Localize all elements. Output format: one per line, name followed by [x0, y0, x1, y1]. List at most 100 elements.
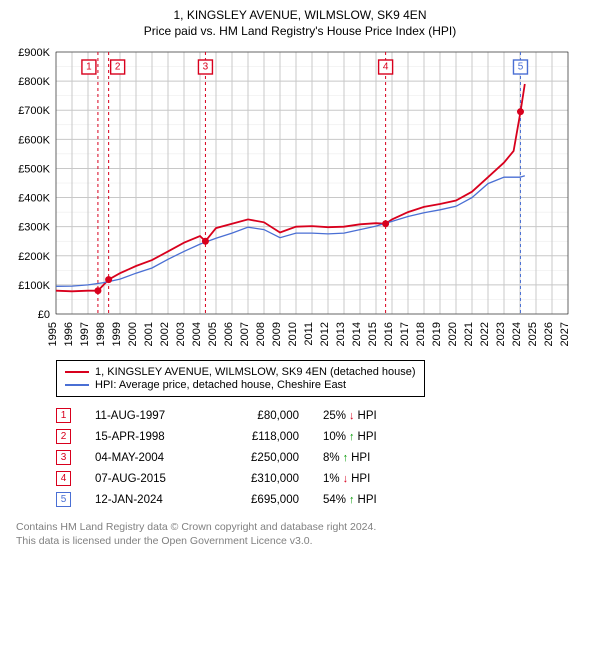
tx-price: £80,000: [219, 410, 299, 422]
x-tick-label: 2018: [415, 322, 427, 346]
x-tick-label: 2023: [495, 322, 507, 346]
tx-hpi: 25%↓ HPI: [323, 410, 377, 422]
tx-date: 12-JAN-2024: [95, 494, 195, 506]
tx-price: £310,000: [219, 473, 299, 485]
tx-pct: 10%: [323, 431, 346, 443]
x-tick-label: 2022: [479, 322, 491, 346]
tx-dot: [517, 108, 524, 115]
x-tick-label: 2001: [143, 322, 155, 346]
y-tick-label: £600K: [18, 134, 50, 146]
y-tick-label: £0: [38, 309, 50, 321]
tx-index-box: 1: [56, 408, 71, 423]
series-price: [56, 84, 525, 291]
chart-title: 1, KINGSLEY AVENUE, WILMSLOW, SK9 4EN: [8, 8, 592, 22]
x-tick-label: 2021: [463, 322, 475, 346]
y-tick-label: £400K: [18, 193, 50, 205]
x-tick-label: 2019: [431, 322, 443, 346]
tx-index-box: 2: [56, 429, 71, 444]
tx-index-box: 4: [56, 471, 71, 486]
chart-subtitle: Price paid vs. HM Land Registry's House …: [8, 24, 592, 38]
x-tick-label: 2025: [527, 322, 539, 346]
tx-date: 15-APR-1998: [95, 431, 195, 443]
x-tick-label: 1998: [95, 322, 107, 346]
transaction-table: 111-AUG-1997£80,00025%↓ HPI215-APR-1998£…: [56, 405, 592, 510]
tx-hpi-suffix: HPI: [351, 452, 370, 464]
legend-row: HPI: Average price, detached house, Ches…: [65, 379, 416, 391]
tx-index-box: 5: [56, 492, 71, 507]
x-tick-label: 2027: [559, 322, 571, 346]
chart-titles: 1, KINGSLEY AVENUE, WILMSLOW, SK9 4EN Pr…: [8, 8, 592, 38]
tx-row: 4 07-AUG-2015 £310,000 1%↓ HPI: [56, 468, 592, 489]
tx-price: £695,000: [219, 494, 299, 506]
footer-line1: Contains HM Land Registry data © Crown c…: [16, 520, 592, 534]
y-tick-label: £200K: [18, 251, 50, 263]
x-tick-label: 2017: [399, 322, 411, 346]
tx-price: £118,000: [219, 431, 299, 443]
x-tick-label: 2002: [159, 322, 171, 346]
footer: Contains HM Land Registry data © Crown c…: [16, 520, 592, 548]
tx-pct: 1%: [323, 473, 340, 485]
legend-swatch: [65, 384, 89, 386]
y-tick-label: £800K: [18, 76, 50, 88]
x-tick-label: 2010: [287, 322, 299, 346]
x-tick-label: 2009: [271, 322, 283, 346]
tx-row: 5 12-JAN-2024 £695,000 54%↑ HPI: [56, 489, 592, 510]
tx-pct: 8%: [323, 452, 340, 464]
x-tick-label: 2024: [511, 322, 523, 346]
arrow-down-icon: ↓: [343, 473, 349, 485]
legend-row: 1, KINGSLEY AVENUE, WILMSLOW, SK9 4EN (d…: [65, 366, 416, 378]
x-tick-label: 2013: [335, 322, 347, 346]
tx-dot: [382, 220, 389, 227]
y-tick-label: £900K: [18, 47, 50, 59]
tx-pct: 54%: [323, 494, 346, 506]
arrow-down-icon: ↓: [349, 410, 355, 422]
x-tick-label: 2003: [175, 322, 187, 346]
x-tick-label: 1999: [111, 322, 123, 346]
legend-label: HPI: Average price, detached house, Ches…: [95, 379, 346, 391]
x-tick-label: 2012: [319, 322, 331, 346]
tx-hpi-suffix: HPI: [358, 431, 377, 443]
x-tick-label: 2005: [207, 322, 219, 346]
arrow-up-icon: ↑: [349, 494, 355, 506]
chart-container: 1, KINGSLEY AVENUE, WILMSLOW, SK9 4EN Pr…: [8, 8, 592, 548]
x-tick-label: 2008: [255, 322, 267, 346]
tx-hpi-suffix: HPI: [351, 473, 370, 485]
x-tick-label: 2026: [543, 322, 555, 346]
tx-marker-number: 1: [86, 62, 92, 73]
tx-marker-number: 3: [203, 62, 209, 73]
x-tick-label: 1995: [47, 322, 59, 346]
tx-dot: [94, 287, 101, 294]
legend-label: 1, KINGSLEY AVENUE, WILMSLOW, SK9 4EN (d…: [95, 366, 416, 378]
tx-pct: 25%: [323, 410, 346, 422]
x-tick-label: 2016: [383, 322, 395, 346]
y-tick-label: £500K: [18, 163, 50, 175]
tx-hpi: 54%↑ HPI: [323, 494, 377, 506]
tx-marker-number: 4: [383, 62, 389, 73]
x-tick-label: 2020: [447, 322, 459, 346]
tx-hpi: 10%↑ HPI: [323, 431, 377, 443]
x-tick-label: 2007: [239, 322, 251, 346]
tx-date: 07-AUG-2015: [95, 473, 195, 485]
tx-hpi: 1%↓ HPI: [323, 473, 370, 485]
arrow-up-icon: ↑: [349, 431, 355, 443]
arrow-up-icon: ↑: [343, 452, 349, 464]
x-tick-label: 2015: [367, 322, 379, 346]
tx-row: 111-AUG-1997£80,00025%↓ HPI: [56, 405, 592, 426]
tx-hpi: 8%↑ HPI: [323, 452, 370, 464]
plot-area: £0£100K£200K£300K£400K£500K£600K£700K£80…: [8, 44, 592, 354]
chart-svg: £0£100K£200K£300K£400K£500K£600K£700K£80…: [8, 44, 578, 354]
x-tick-label: 1996: [63, 322, 75, 346]
x-tick-label: 1997: [79, 322, 91, 346]
tx-hpi-suffix: HPI: [358, 410, 377, 422]
tx-index-box: 3: [56, 450, 71, 465]
legend-swatch: [65, 371, 89, 373]
y-tick-label: £100K: [18, 280, 50, 292]
x-tick-label: 2011: [303, 322, 315, 346]
tx-marker-number: 2: [115, 62, 121, 73]
tx-marker-number: 5: [518, 62, 524, 73]
x-tick-label: 2004: [191, 322, 203, 346]
x-tick-label: 2014: [351, 322, 363, 346]
x-tick-label: 2000: [127, 322, 139, 346]
x-tick-label: 2006: [223, 322, 235, 346]
legend: 1, KINGSLEY AVENUE, WILMSLOW, SK9 4EN (d…: [56, 360, 425, 397]
